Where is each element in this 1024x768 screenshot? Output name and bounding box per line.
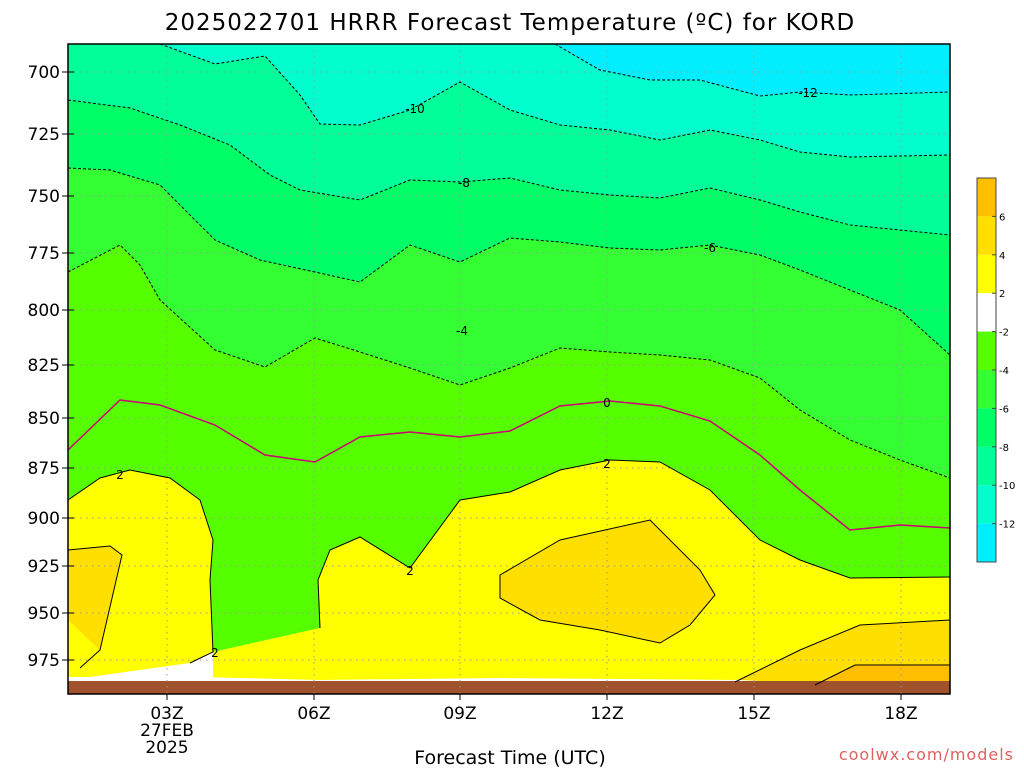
contour-label: -12 <box>798 86 818 100</box>
contours <box>67 43 951 686</box>
colorbar-label: -2 <box>999 328 1009 339</box>
colorbar-bin <box>977 485 996 524</box>
contour-minus4 <box>67 244 951 479</box>
contour-4-left <box>67 545 123 669</box>
contour-label: 2 <box>116 468 124 482</box>
colorbar-label: 4 <box>999 251 1005 262</box>
contour-2-left <box>67 469 214 664</box>
contour-label: -6 <box>704 241 716 255</box>
y-tick-label: 900 <box>28 509 60 529</box>
band-4-6-left <box>68 546 122 650</box>
contour-label: -8 <box>458 176 470 190</box>
contour-label-group: -10 -12 -8 -6 -4 0 2 2 2 2 <box>116 86 818 660</box>
colorbar-bin <box>977 408 996 447</box>
contour-4-right <box>734 619 951 683</box>
colorbar: 6 4 2 -2 -4 -6 -8 -10 -12 <box>976 177 1015 563</box>
contour-minus8 <box>67 99 951 236</box>
y-tick-label: 700 <box>28 63 60 83</box>
y-ticks: 700 725 750 775 800 825 850 875 900 925 950 975 <box>28 63 74 671</box>
colorbar-bin <box>977 178 996 217</box>
y-tick-label: 950 <box>28 604 60 624</box>
x-tick-label: 09Z <box>443 704 476 724</box>
contour-minus12 <box>554 43 951 97</box>
ground-strip <box>68 681 950 694</box>
colorbar-bin <box>977 293 996 332</box>
contour-2-right <box>317 459 951 629</box>
contour-minus6 <box>67 167 951 356</box>
contour-label: -10 <box>405 102 425 116</box>
x-tick-label: 18Z <box>884 704 917 724</box>
ground-edge <box>68 677 760 681</box>
y-tick-label: 925 <box>28 557 60 577</box>
colorbar-label: -10 <box>999 481 1015 492</box>
contour-label: 2 <box>603 457 611 471</box>
colorbar-bin <box>977 523 996 562</box>
x-tick-label: 12Z <box>590 704 623 724</box>
contour-6-right <box>814 664 950 686</box>
colorbar-label: -6 <box>999 404 1009 415</box>
plot-frame <box>67 43 951 695</box>
colorbar-label: 6 <box>999 212 1005 223</box>
y-tick-label: 750 <box>28 187 60 207</box>
chart-title: 2025022701 HRRR Forecast Temperature (ºC… <box>165 10 856 36</box>
x-tick-date: 27FEB <box>140 721 194 741</box>
contour-4-center <box>499 519 716 644</box>
credit-text: coolwx.com/models <box>839 745 1014 764</box>
plot-area <box>68 44 950 694</box>
colorbar-label: -4 <box>999 366 1009 377</box>
y-tick-label: 850 <box>28 409 60 429</box>
x-axis-label: Forecast Time (UTC) <box>414 747 605 768</box>
grid <box>68 44 950 694</box>
y-tick-label: 825 <box>28 356 60 376</box>
y-tick-label: 775 <box>28 244 60 264</box>
contour-label: -4 <box>456 324 468 338</box>
colorbar-bin <box>977 331 996 370</box>
contour-0 <box>67 399 951 531</box>
colorbar-bin <box>977 216 996 255</box>
x-tick-label: 03Z <box>150 704 183 724</box>
y-tick-label: 875 <box>28 459 60 479</box>
colorbar-label: 2 <box>999 289 1005 300</box>
colorbar-bin <box>977 254 996 294</box>
colorbar-bin <box>977 370 996 409</box>
colorbar-bin <box>977 446 996 486</box>
y-tick-label: 800 <box>28 301 60 321</box>
band-4-6-center <box>500 520 715 643</box>
y-tick-label: 975 <box>28 651 60 671</box>
x-tick-label: 06Z <box>297 704 330 724</box>
contour-minus10 <box>159 43 951 158</box>
colorbar-label: -12 <box>999 520 1015 531</box>
contour-label: 0 <box>603 396 611 410</box>
x-tick-year: 2025 <box>145 738 188 758</box>
contour-label: 2 <box>211 646 219 660</box>
x-tick-label: 15Z <box>737 704 770 724</box>
contour-label: 2 <box>406 564 414 578</box>
colorbar-label: -8 <box>999 443 1009 454</box>
y-tick-label: 725 <box>28 125 60 145</box>
